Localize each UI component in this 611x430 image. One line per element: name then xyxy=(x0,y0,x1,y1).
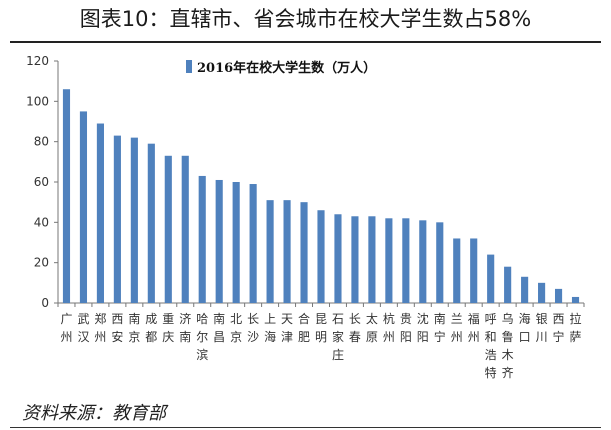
bar xyxy=(249,184,257,303)
bar xyxy=(147,143,155,303)
y-tick-label: 120 xyxy=(26,54,49,68)
x-tick-label: 福州 xyxy=(468,311,480,344)
bar xyxy=(113,135,121,303)
bar xyxy=(402,218,410,303)
chart-bars xyxy=(62,89,580,304)
x-tick-label: 天津 xyxy=(281,312,293,344)
y-tick-label: 0 xyxy=(41,296,49,310)
bar xyxy=(215,179,223,303)
footer-divider xyxy=(10,427,601,428)
bar xyxy=(368,216,376,303)
x-tick-label: 长春 xyxy=(349,312,361,344)
y-tick-label: 100 xyxy=(26,94,49,108)
source-note: 资料来源：教育部 xyxy=(22,403,166,424)
x-tick-label: 海口 xyxy=(519,311,531,344)
bar xyxy=(317,210,325,303)
x-tick-label: 广州 xyxy=(60,312,72,344)
x-tick-label: 昆明 xyxy=(315,312,327,344)
x-tick-label: 兰州 xyxy=(451,312,463,344)
bar xyxy=(283,200,291,303)
y-tick-label: 40 xyxy=(34,215,49,229)
x-tick-label: 乌鲁木齐 xyxy=(502,311,514,380)
bar xyxy=(385,218,393,303)
x-tick-label: 济南 xyxy=(179,311,191,344)
bar xyxy=(554,288,563,303)
bar xyxy=(232,182,240,303)
x-tick-label: 杭州 xyxy=(383,311,395,344)
x-tick-label: 郑州 xyxy=(94,311,106,344)
bar xyxy=(79,111,88,303)
bar xyxy=(198,175,206,303)
x-tick-label: 南京 xyxy=(128,311,140,344)
x-tick-label: 西宁 xyxy=(553,312,565,344)
x-tick-label: 南宁 xyxy=(434,311,446,344)
x-tick-label: 成都 xyxy=(145,312,157,344)
bar xyxy=(334,214,342,303)
y-tick-label: 20 xyxy=(34,256,49,270)
bar xyxy=(419,220,427,303)
x-tick-label: 贵阳 xyxy=(400,312,412,344)
x-tick-label: 上海 xyxy=(264,312,276,344)
x-tick-label: 北京 xyxy=(230,312,242,344)
bar xyxy=(470,238,478,303)
x-tick-label: 长沙 xyxy=(247,312,259,344)
bar xyxy=(538,282,546,303)
x-tick-label: 南昌 xyxy=(213,311,225,344)
bar xyxy=(96,123,104,304)
bar xyxy=(300,202,308,303)
chart-category-labels: 广州武汉郑州西安南京成都重庆济南哈尔滨南昌北京长沙上海天津合肥昆明石家庄长春太原… xyxy=(60,311,581,380)
x-tick-label: 拉萨 xyxy=(570,311,582,344)
x-tick-label: 银川 xyxy=(536,312,548,344)
y-tick-label: 60 xyxy=(34,175,49,189)
legend-label: 2016年在校大学生数（万人） xyxy=(197,60,376,76)
bar xyxy=(453,238,461,303)
bar xyxy=(521,276,529,303)
x-tick-label: 武汉 xyxy=(77,312,89,344)
x-tick-label: 石家庄 xyxy=(332,312,344,362)
x-tick-label: 太原 xyxy=(366,311,378,344)
bar xyxy=(351,216,359,303)
x-tick-label: 重庆 xyxy=(162,312,174,344)
x-tick-label: 哈尔滨 xyxy=(196,312,208,362)
bar xyxy=(487,254,495,303)
page-title: 图表10：直辖市、省会城市在校大学生数占58% xyxy=(79,7,532,31)
bar xyxy=(436,222,444,303)
bar xyxy=(164,155,172,303)
bar xyxy=(504,266,512,303)
bar xyxy=(62,89,71,303)
legend-swatch xyxy=(186,60,192,73)
header-divider xyxy=(10,41,601,43)
bar xyxy=(130,137,138,303)
y-tick-label: 80 xyxy=(34,135,49,149)
x-tick-label: 沈阳 xyxy=(417,311,429,344)
bar xyxy=(266,200,274,303)
bar xyxy=(181,155,189,303)
chart-axes: 0 20 40 60 80 100 120 xyxy=(26,54,585,310)
x-tick-label: 呼和浩特 xyxy=(485,312,497,380)
x-tick-label: 西安 xyxy=(111,312,123,344)
x-tick-label: 合肥 xyxy=(298,311,310,344)
bar xyxy=(571,296,580,303)
chart-legend: 2016年在校大学生数（万人） xyxy=(186,60,376,76)
